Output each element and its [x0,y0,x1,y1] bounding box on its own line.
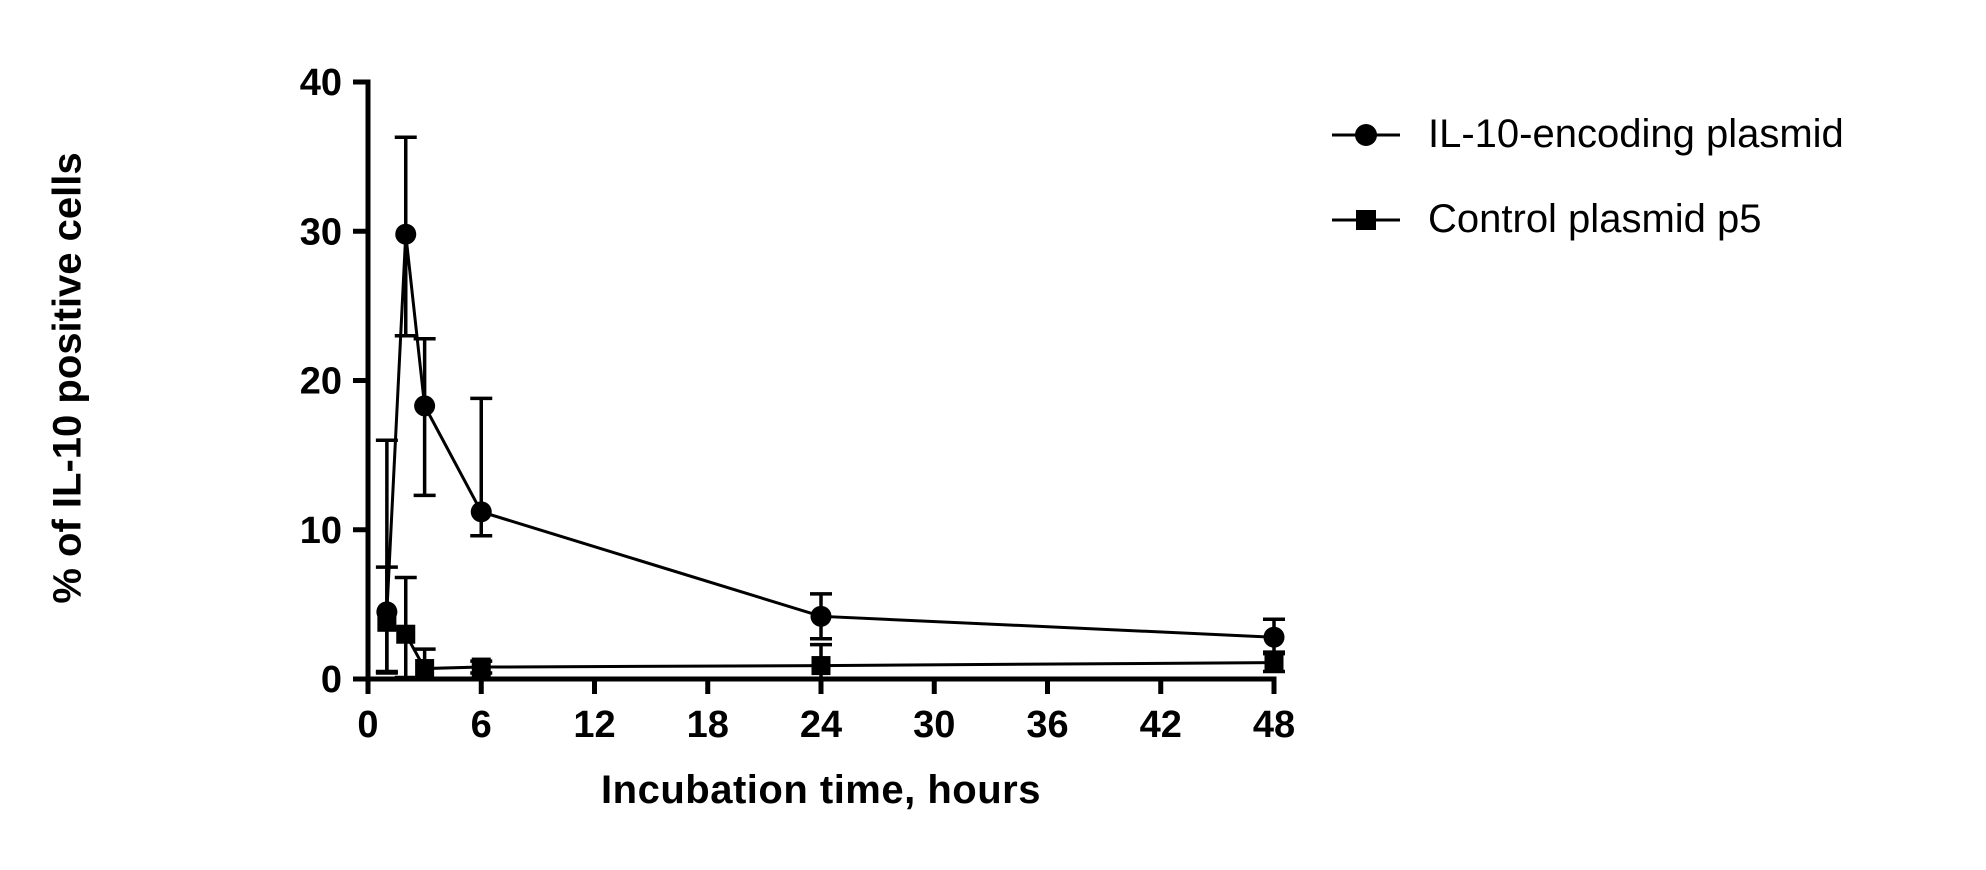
legend-item-il10: IL-10-encoding plasmid [1330,112,1844,157]
x-tick-label: 30 [913,704,955,746]
x-tick-label: 12 [573,704,615,746]
series-line [385,234,1275,639]
y-tick-label: 0 [321,659,342,701]
y-axis-title: % of IL-10 positive cells [45,152,90,604]
y-tick-label: 20 [300,361,342,403]
data-point-circle [810,605,832,627]
y-tick-label: 10 [300,510,342,552]
legend: IL-10-encoding plasmid Control plasmid p… [1330,112,1844,282]
data-point-circle [395,223,417,245]
x-tick-label: 24 [800,704,842,746]
x-tick-label: 48 [1253,704,1295,746]
x-tick-label: 36 [1026,704,1068,746]
x-tick-label: 18 [687,704,729,746]
data-point-circle [414,395,436,417]
legend-item-control: Control plasmid p5 [1330,197,1844,242]
x-tick-label: 6 [471,704,492,746]
data-point-square [377,612,397,632]
legend-label-control: Control plasmid p5 [1428,197,1762,241]
x-axis-title: Incubation time, hours [601,768,1041,812]
data-point-circle [1263,626,1285,648]
data-point-square [1264,653,1284,673]
data-point-square [415,659,435,679]
square-series-marker-icon [1332,209,1400,230]
y-tick-label: 40 [300,62,342,104]
y-tick-label: 30 [300,211,342,253]
data-point-square [811,656,831,676]
data-point-circle [470,501,492,523]
circle-series-marker-icon [1332,123,1400,146]
x-tick-label: 42 [1140,704,1182,746]
data-point-square [396,624,416,644]
data-point-square [471,657,491,677]
x-tick-label: 0 [357,704,378,746]
legend-label-il10: IL-10-encoding plasmid [1428,112,1844,156]
